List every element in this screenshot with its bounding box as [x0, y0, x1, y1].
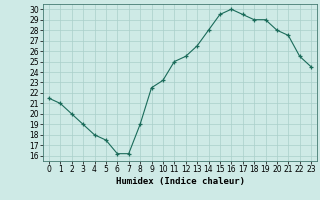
- X-axis label: Humidex (Indice chaleur): Humidex (Indice chaleur): [116, 177, 244, 186]
